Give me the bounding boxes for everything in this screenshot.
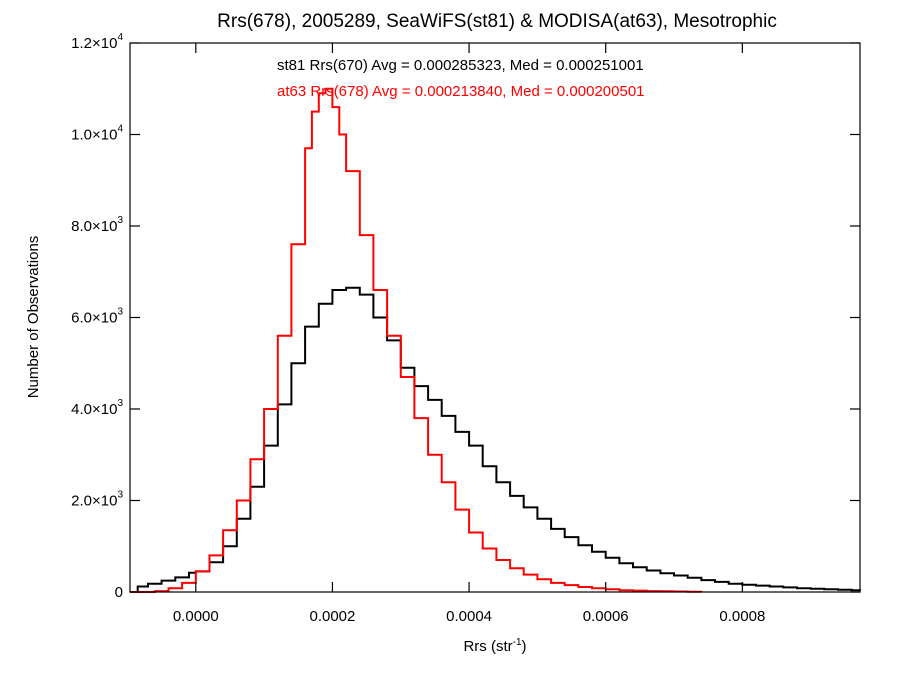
- x-tick-label-2: 0.0004: [446, 608, 492, 625]
- x-axis-label-superscript: -1: [513, 637, 522, 648]
- x-axis: 0.0000 0.0002 0.0004 0.0006 0.0008: [173, 43, 765, 625]
- y-tick-label-3: 6.0×103: [71, 307, 123, 327]
- x-axis-label: Rrs (str-1): [463, 637, 526, 655]
- y-axis: 0 2.0×103 4.0×103 6.0×103 8.0×103 1.0×104 1.2×…: [71, 32, 860, 601]
- x-tick-label-1: 0.0002: [309, 608, 355, 625]
- y-axis-label: Number of Observations: [25, 236, 42, 399]
- y-tick-label-2: 4.0×103: [71, 398, 123, 418]
- y-tick-label-0: 0: [115, 584, 123, 601]
- x-tick-label-4: 0.0008: [719, 608, 765, 625]
- x-axis-label-close: ): [522, 638, 527, 655]
- chart-title: Rrs(678), 2005289, SeaWiFS(st81) & MODIS…: [217, 11, 777, 32]
- y-tick-label-4: 8.0×103: [71, 215, 123, 235]
- y-tick-label-5: 1.0×104: [71, 124, 123, 144]
- annotation-at63: at63 Rrs(678) Avg = 0.000213840, Med = 0…: [277, 83, 645, 100]
- x-tick-label-3: 0.0006: [583, 608, 629, 625]
- annotation-st81: st81 Rrs(670) Avg = 0.000285323, Med = 0…: [277, 57, 644, 74]
- x-axis-label-base: Rrs (str: [463, 638, 512, 655]
- x-tick-label-0: 0.0000: [173, 608, 219, 625]
- y-tick-label-6: 1.2×104: [71, 32, 123, 52]
- y-tick-label-1: 2.0×103: [71, 490, 123, 510]
